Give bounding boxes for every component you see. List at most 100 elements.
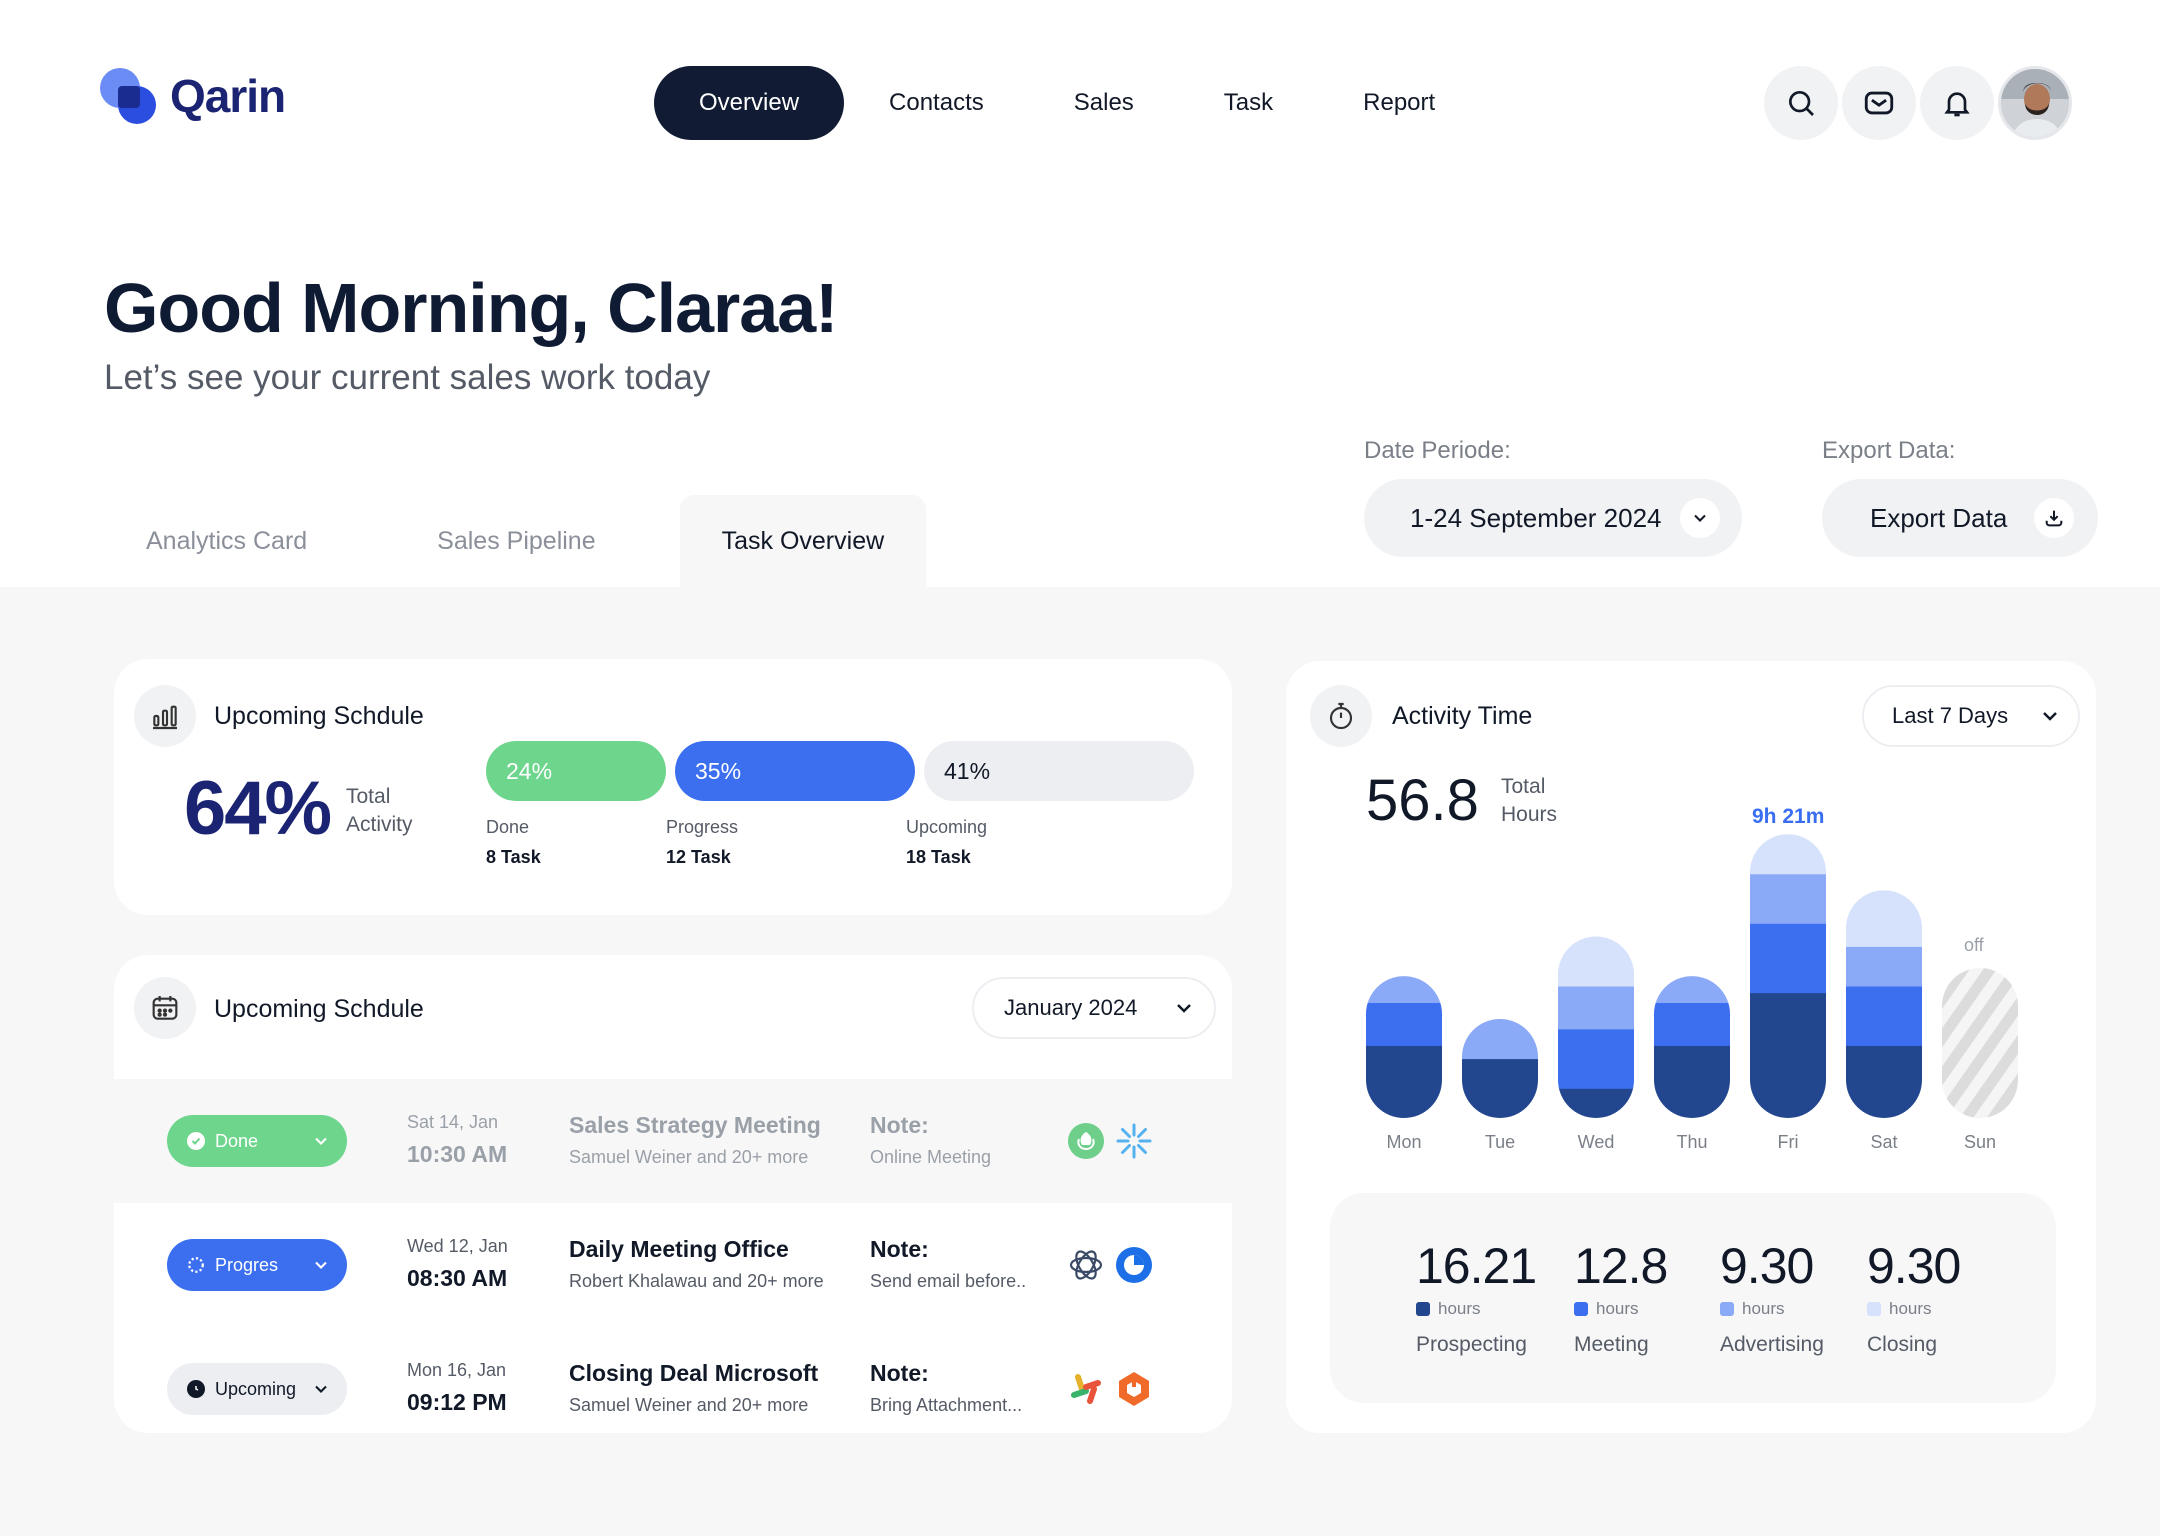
tab-analytics-card[interactable]: Analytics Card	[146, 526, 308, 555]
row-attendees: Samuel Weiner and 20+ more	[569, 1147, 809, 1167]
segment-label: Done	[486, 817, 530, 837]
activity-breakdown: 16.21 hours Prospecting 12.8 hours Meeti…	[1330, 1193, 2056, 1403]
total-hours-value: 56.8	[1366, 768, 1479, 833]
logo-mark-icon	[96, 64, 160, 128]
bar-tue[interactable]	[1462, 1019, 1538, 1119]
bar-segment-closing	[1750, 834, 1826, 875]
row-date: Wed 12, Jan	[407, 1236, 508, 1256]
segment-count: 8 Task	[486, 847, 541, 867]
main-menu: Overview Contacts Sales Task Report	[654, 66, 1480, 140]
bar-sun[interactable]	[1942, 968, 2018, 1118]
total-hours-label: Total Hours	[1501, 775, 1558, 826]
bar-thu[interactable]	[1654, 976, 1730, 1118]
task-summary-card: Upcoming Schdule 64% Total Activity 24% …	[114, 659, 1232, 915]
schedule-row[interactable]: Progres Wed 12, Jan 08:30 AM Daily Meeti…	[114, 1203, 1232, 1327]
activity-stacked-bar-chart	[1366, 834, 2018, 1119]
upcoming-progress-bar[interactable]: 41%	[924, 741, 1194, 801]
openai-app-icon[interactable]	[1066, 1245, 1106, 1285]
stat-name: Advertising	[1720, 1333, 1824, 1356]
row-note-label: Note:	[870, 1112, 929, 1138]
x-tick-label: Thu	[1676, 1132, 1708, 1152]
nav-item-sales[interactable]: Sales	[1073, 89, 1134, 116]
bar-mon[interactable]	[1366, 976, 1442, 1118]
x-tick-label: Sun	[1963, 1132, 1997, 1152]
bar-sat[interactable]	[1846, 890, 1922, 1118]
mail-button[interactable]	[1842, 66, 1916, 140]
brand-name: Qarin	[170, 70, 286, 122]
export-data-button-label: Export Data	[1870, 502, 2008, 533]
notifications-button[interactable]	[1920, 66, 1994, 140]
bar-segment-advertising	[1750, 873, 1826, 924]
row-time: 10:30 AM	[407, 1141, 508, 1167]
brand-logo[interactable]: Qarin	[96, 64, 286, 128]
snowflake-app-icon[interactable]	[1114, 1121, 1154, 1161]
bar-fri[interactable]	[1750, 834, 1826, 1118]
status-dropdown-progress[interactable]: Progres	[167, 1239, 347, 1291]
download-icon	[2034, 498, 2074, 538]
status-dropdown-upcoming[interactable]: Upcoming	[167, 1363, 347, 1415]
nav-item-task[interactable]: Task	[1223, 89, 1274, 116]
bar-wed[interactable]	[1558, 936, 1634, 1119]
bell-icon	[1944, 92, 1970, 117]
legend-swatch	[1867, 1302, 1881, 1316]
bar-segment-meeting	[1558, 1028, 1634, 1089]
stat-value-prospecting: 16.21	[1416, 1238, 1537, 1294]
card-title: Activity Time	[1392, 702, 1533, 730]
nav-item-contacts[interactable]: Contacts	[889, 89, 984, 116]
chevron-down-icon	[1680, 498, 1720, 538]
schedule-row[interactable]: Done Sat 14, Jan 10:30 AM Sales Strategy…	[114, 1079, 1232, 1203]
row-time: 09:12 PM	[407, 1389, 507, 1415]
stat-unit: hours	[1720, 1299, 1785, 1319]
bar-segment-off	[1942, 968, 2018, 1118]
x-tick-label: Wed	[1577, 1132, 1615, 1152]
row-note-label: Note:	[870, 1236, 929, 1262]
legend-swatch	[1574, 1302, 1588, 1316]
page-subtitle: Let’s see your current sales work today	[104, 358, 711, 397]
range-select[interactable]: Last 7 Days	[1862, 685, 2080, 747]
date-period-select[interactable]: 1-24 September 2024	[1364, 479, 1742, 557]
row-title: Closing Deal Microsoft	[569, 1360, 819, 1386]
bar-segment-advertising	[1558, 986, 1634, 1030]
nav-item-overview[interactable]: Overview	[654, 66, 845, 140]
total-activity-label: Total Activity	[346, 785, 413, 836]
month-select[interactable]: January 2024	[972, 977, 1216, 1039]
status-dropdown-done[interactable]: Done	[167, 1115, 347, 1167]
tab-task-overview[interactable]: Task Overview	[679, 495, 927, 587]
avatar[interactable]	[1998, 66, 2072, 140]
x-tick-label: Fri	[1777, 1132, 1799, 1152]
clock-icon	[187, 1380, 205, 1398]
card-title: Upcoming Schdule	[214, 995, 424, 1023]
row-date: Mon 16, Jan	[407, 1360, 507, 1380]
legend-swatch	[1720, 1302, 1734, 1316]
done-progress-bar[interactable]: 24%	[486, 741, 666, 801]
x-tick-label: Mon	[1386, 1132, 1422, 1152]
progress-progress-bar[interactable]: 35%	[675, 741, 915, 801]
row-note-label: Note:	[870, 1360, 929, 1386]
progress-icon	[187, 1256, 205, 1274]
stopwatch-icon	[1310, 685, 1372, 747]
total-activity-percent: 64%	[184, 766, 332, 851]
export-data-button[interactable]: Export Data	[1822, 479, 2098, 557]
bar-segment-meeting	[1366, 1002, 1442, 1046]
bar-segment-prospecting	[1750, 992, 1826, 1118]
bar-segment-prospecting	[1846, 1045, 1922, 1118]
blue-app-icon[interactable]	[1114, 1245, 1154, 1285]
export-data-label: Export Data:	[1822, 437, 1956, 464]
upcoming-schedule-card: Upcoming Schdule January 2024 Done Sat 1…	[114, 955, 1232, 1433]
chevron-down-icon	[2043, 712, 2057, 721]
bar-segment-advertising	[1654, 976, 1730, 1003]
row-title: Sales Strategy Meeting	[569, 1112, 821, 1138]
slack-app-icon[interactable]	[1066, 1369, 1106, 1409]
nav-item-report[interactable]: Report	[1363, 89, 1436, 116]
orange-app-icon[interactable]	[1114, 1369, 1154, 1409]
search-icon	[1789, 91, 1814, 116]
row-note: Online Meeting	[870, 1147, 992, 1167]
bar-segment-advertising	[1366, 976, 1442, 1003]
user-photo-icon	[2001, 69, 2069, 137]
peak-value-label: 9h 21m	[1752, 805, 1825, 828]
stat-value-closing: 9.30	[1867, 1238, 1961, 1294]
search-button[interactable]	[1764, 66, 1838, 140]
schedule-row[interactable]: Upcoming Mon 16, Jan 09:12 PM Closing De…	[114, 1327, 1232, 1433]
leaf-app-icon[interactable]	[1066, 1121, 1106, 1161]
tab-sales-pipeline[interactable]: Sales Pipeline	[437, 526, 596, 555]
